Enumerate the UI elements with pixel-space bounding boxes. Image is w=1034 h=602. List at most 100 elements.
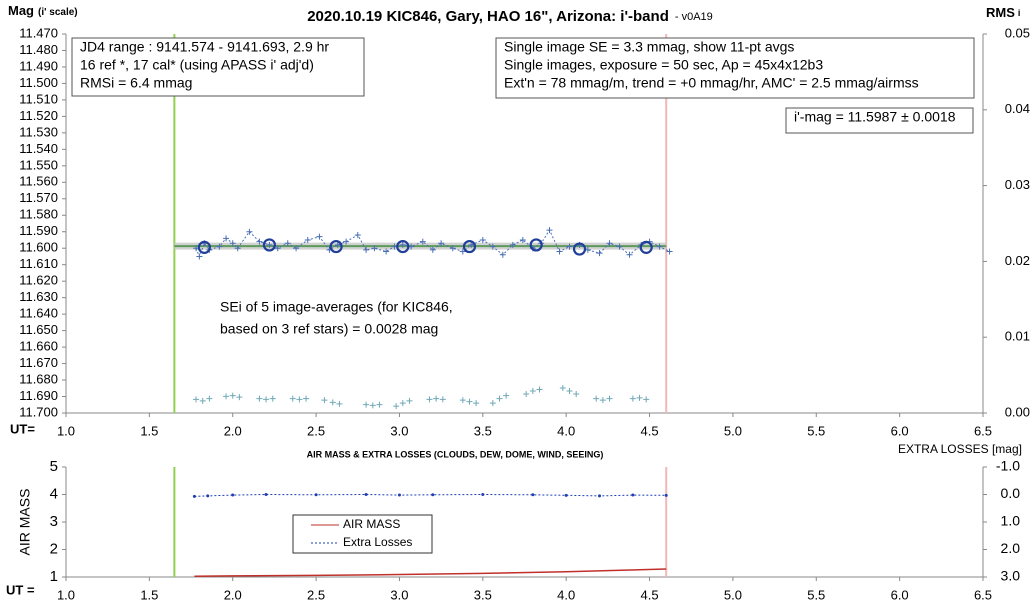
annotation-text: RMSi = 6.4 mmag xyxy=(80,75,192,91)
data-point xyxy=(316,233,323,240)
data-point xyxy=(489,400,496,407)
data-point xyxy=(216,243,223,250)
y-tick-label: 11.600 xyxy=(19,240,58,255)
x-tick-label: 6.0 xyxy=(891,587,909,602)
data-point xyxy=(266,241,273,248)
y-tick-label: 11.530 xyxy=(19,124,58,139)
data-point xyxy=(369,402,376,409)
data-point xyxy=(531,493,535,497)
annotation-box xyxy=(71,37,365,97)
data-point xyxy=(229,240,236,247)
data-point xyxy=(631,493,635,497)
x-tick-label: 4.0 xyxy=(557,423,575,438)
x-tick-label: 5.5 xyxy=(807,423,825,438)
data-point xyxy=(223,393,230,400)
x-tick-label: 2.5 xyxy=(307,423,325,438)
y-tick-label: 11.580 xyxy=(19,207,58,222)
data-point xyxy=(426,396,433,403)
data-point xyxy=(462,239,477,254)
y-tick-label: 11.700 xyxy=(19,404,58,419)
data-point xyxy=(229,392,236,399)
x-tick-label: 1.0 xyxy=(57,587,75,602)
data-point xyxy=(566,243,573,250)
data-point xyxy=(629,395,636,402)
y-tick-label: 11.670 xyxy=(19,355,58,370)
data-point xyxy=(399,241,406,248)
legend-label: AIR MASS xyxy=(343,517,400,531)
data-point xyxy=(383,248,390,255)
data-point xyxy=(206,494,210,498)
y-tick-label: 11.630 xyxy=(19,289,58,304)
x-tick-label: 5.0 xyxy=(724,423,742,438)
x-tick-label: 6.0 xyxy=(891,423,909,438)
y-tick-label: 11.660 xyxy=(19,339,58,354)
data-point xyxy=(193,396,200,403)
data-point xyxy=(304,236,311,243)
data-point xyxy=(371,245,378,252)
data-point xyxy=(274,245,281,252)
y2-tick-label: 0.0 xyxy=(1001,485,1021,501)
y-tick-label: 2 xyxy=(50,540,58,557)
x-tick-label: 4.5 xyxy=(641,587,659,602)
x-tick-label: 3.5 xyxy=(474,587,492,602)
data-point xyxy=(343,238,350,245)
title-text: 2020.10.19 KIC846, Gary, HAO 16", Arizon… xyxy=(307,8,669,25)
data-point xyxy=(564,493,568,497)
series-line xyxy=(194,493,667,497)
data-point xyxy=(206,395,213,402)
data-point xyxy=(231,493,235,497)
x-tick-label: 3.0 xyxy=(390,587,408,602)
data-point xyxy=(246,228,253,235)
data-point xyxy=(192,494,196,498)
data-point xyxy=(449,245,456,252)
data-point xyxy=(639,240,653,254)
data-point xyxy=(419,238,426,245)
data-point xyxy=(363,246,370,253)
y2-tick-label: 0.05 xyxy=(1005,25,1030,40)
data-point xyxy=(546,227,553,234)
y-tick-label: 11.550 xyxy=(19,157,58,172)
x-tick-label: 5.5 xyxy=(807,587,825,602)
data-point xyxy=(399,400,406,407)
x-tick-label: 6.5 xyxy=(974,423,992,438)
x-tick-label: 6.5 xyxy=(974,587,992,602)
legend-box xyxy=(292,514,433,554)
data-point xyxy=(664,493,668,497)
data-point xyxy=(479,236,486,243)
data-point xyxy=(459,397,466,404)
data-point xyxy=(364,493,368,496)
data-point xyxy=(523,391,530,398)
y-tick-label: 11.520 xyxy=(19,108,58,123)
annotation-text: based on 3 ref stars) = 0.0028 mag xyxy=(220,321,438,337)
y-tick-label: 11.560 xyxy=(19,174,58,189)
data-point xyxy=(397,493,401,497)
data-point xyxy=(334,241,341,248)
x-tick-label: 5.0 xyxy=(724,587,742,602)
chart-title: 2020.10.19 KIC846, Gary, HAO 16", Arizon… xyxy=(307,8,713,25)
data-point xyxy=(466,398,473,405)
data-point xyxy=(336,400,343,407)
data-point xyxy=(468,241,475,248)
y2-label-text: RMS xyxy=(986,5,1015,20)
data-point xyxy=(509,241,516,248)
data-point xyxy=(536,386,543,393)
legend-label: Extra Losses xyxy=(343,535,412,549)
y-tick-label: 11.500 xyxy=(19,75,58,90)
x-tick-label: 1.5 xyxy=(140,423,158,438)
data-point xyxy=(503,392,510,399)
data-point xyxy=(329,399,336,406)
y-label-text: Mag xyxy=(8,3,34,18)
x-tick-label: 4.0 xyxy=(557,587,575,602)
data-point xyxy=(433,395,440,402)
data-point xyxy=(321,397,328,404)
y2-label-note: i xyxy=(1018,8,1021,18)
data-point xyxy=(439,396,446,403)
data-point xyxy=(234,245,241,252)
data-point xyxy=(656,243,663,250)
y-tick-label: 11.690 xyxy=(19,388,58,403)
x-tick-label: 2.0 xyxy=(224,423,242,438)
y-tick-label: 4 xyxy=(50,485,58,502)
y2-tick-label: -1.0 xyxy=(996,458,1020,474)
